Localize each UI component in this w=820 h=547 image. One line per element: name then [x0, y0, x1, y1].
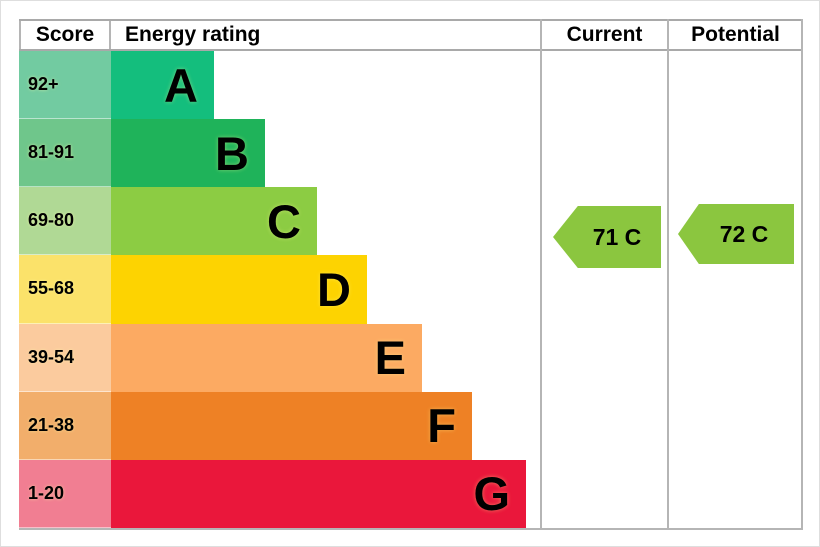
- grade-letter-e: E: [374, 331, 406, 385]
- header-energy-rating: Energy rating: [125, 23, 261, 46]
- rating-bar-b: B: [111, 119, 265, 188]
- grade-letter-b: B: [215, 126, 249, 180]
- score-range-c: 69-80: [28, 210, 75, 231]
- table-right-border: [801, 19, 803, 530]
- score-cell-c: 69-80: [19, 187, 111, 256]
- rating-bar-f: F: [111, 391, 472, 460]
- score-cell-a: 92+: [19, 51, 111, 120]
- rating-row-a: 92+ A: [19, 51, 541, 120]
- table-header-row: Score Energy rating Current Potential: [19, 19, 803, 51]
- potential-rating-arrow: 72 C: [678, 204, 794, 264]
- potential-column-left-border: [667, 19, 669, 530]
- current-rating-value: 71 C: [592, 223, 642, 250]
- rating-bar-g: G: [111, 459, 526, 528]
- rating-row-c: 69-80 C: [19, 187, 541, 256]
- rating-row-b: 81-91 B: [19, 119, 541, 188]
- grade-letter-g: G: [473, 467, 510, 521]
- grade-letter-f: F: [427, 399, 456, 453]
- score-cell-d: 55-68: [19, 255, 111, 324]
- header-potential: Potential: [691, 23, 780, 46]
- rating-row-f: 21-38 F: [19, 391, 541, 460]
- rating-row-g: 1-20 G: [19, 459, 541, 528]
- rating-bar-c: C: [111, 187, 317, 256]
- rating-bar-e: E: [111, 323, 422, 392]
- score-cell-e: 39-54: [19, 323, 111, 392]
- grade-letter-a: A: [164, 58, 198, 112]
- score-cell-g: 1-20: [19, 459, 111, 528]
- rating-bar-d: D: [111, 255, 367, 324]
- score-range-f: 21-38: [28, 414, 75, 435]
- header-current: Current: [566, 23, 643, 46]
- table-bottom-border: [19, 528, 803, 530]
- rating-row-d: 55-68 D: [19, 255, 541, 324]
- rating-rows: 92+ A 81-91 B 69-80 C 55-68: [19, 51, 541, 528]
- score-range-g: 1-20: [28, 482, 65, 503]
- grade-letter-d: D: [317, 262, 351, 316]
- rating-bar-a: A: [111, 51, 214, 120]
- score-range-b: 81-91: [28, 142, 75, 163]
- score-range-e: 39-54: [28, 346, 75, 367]
- header-score: Score: [19, 21, 111, 49]
- grade-letter-c: C: [267, 194, 301, 248]
- score-cell-f: 21-38: [19, 391, 111, 460]
- score-range-d: 55-68: [28, 278, 75, 299]
- score-range-a: 92+: [28, 74, 59, 95]
- potential-rating-value: 72 C: [719, 220, 769, 247]
- score-cell-b: 81-91: [19, 119, 111, 188]
- rating-row-e: 39-54 E: [19, 323, 541, 392]
- current-rating-arrow: 71 C: [553, 206, 661, 268]
- current-column-left-border: [540, 19, 542, 530]
